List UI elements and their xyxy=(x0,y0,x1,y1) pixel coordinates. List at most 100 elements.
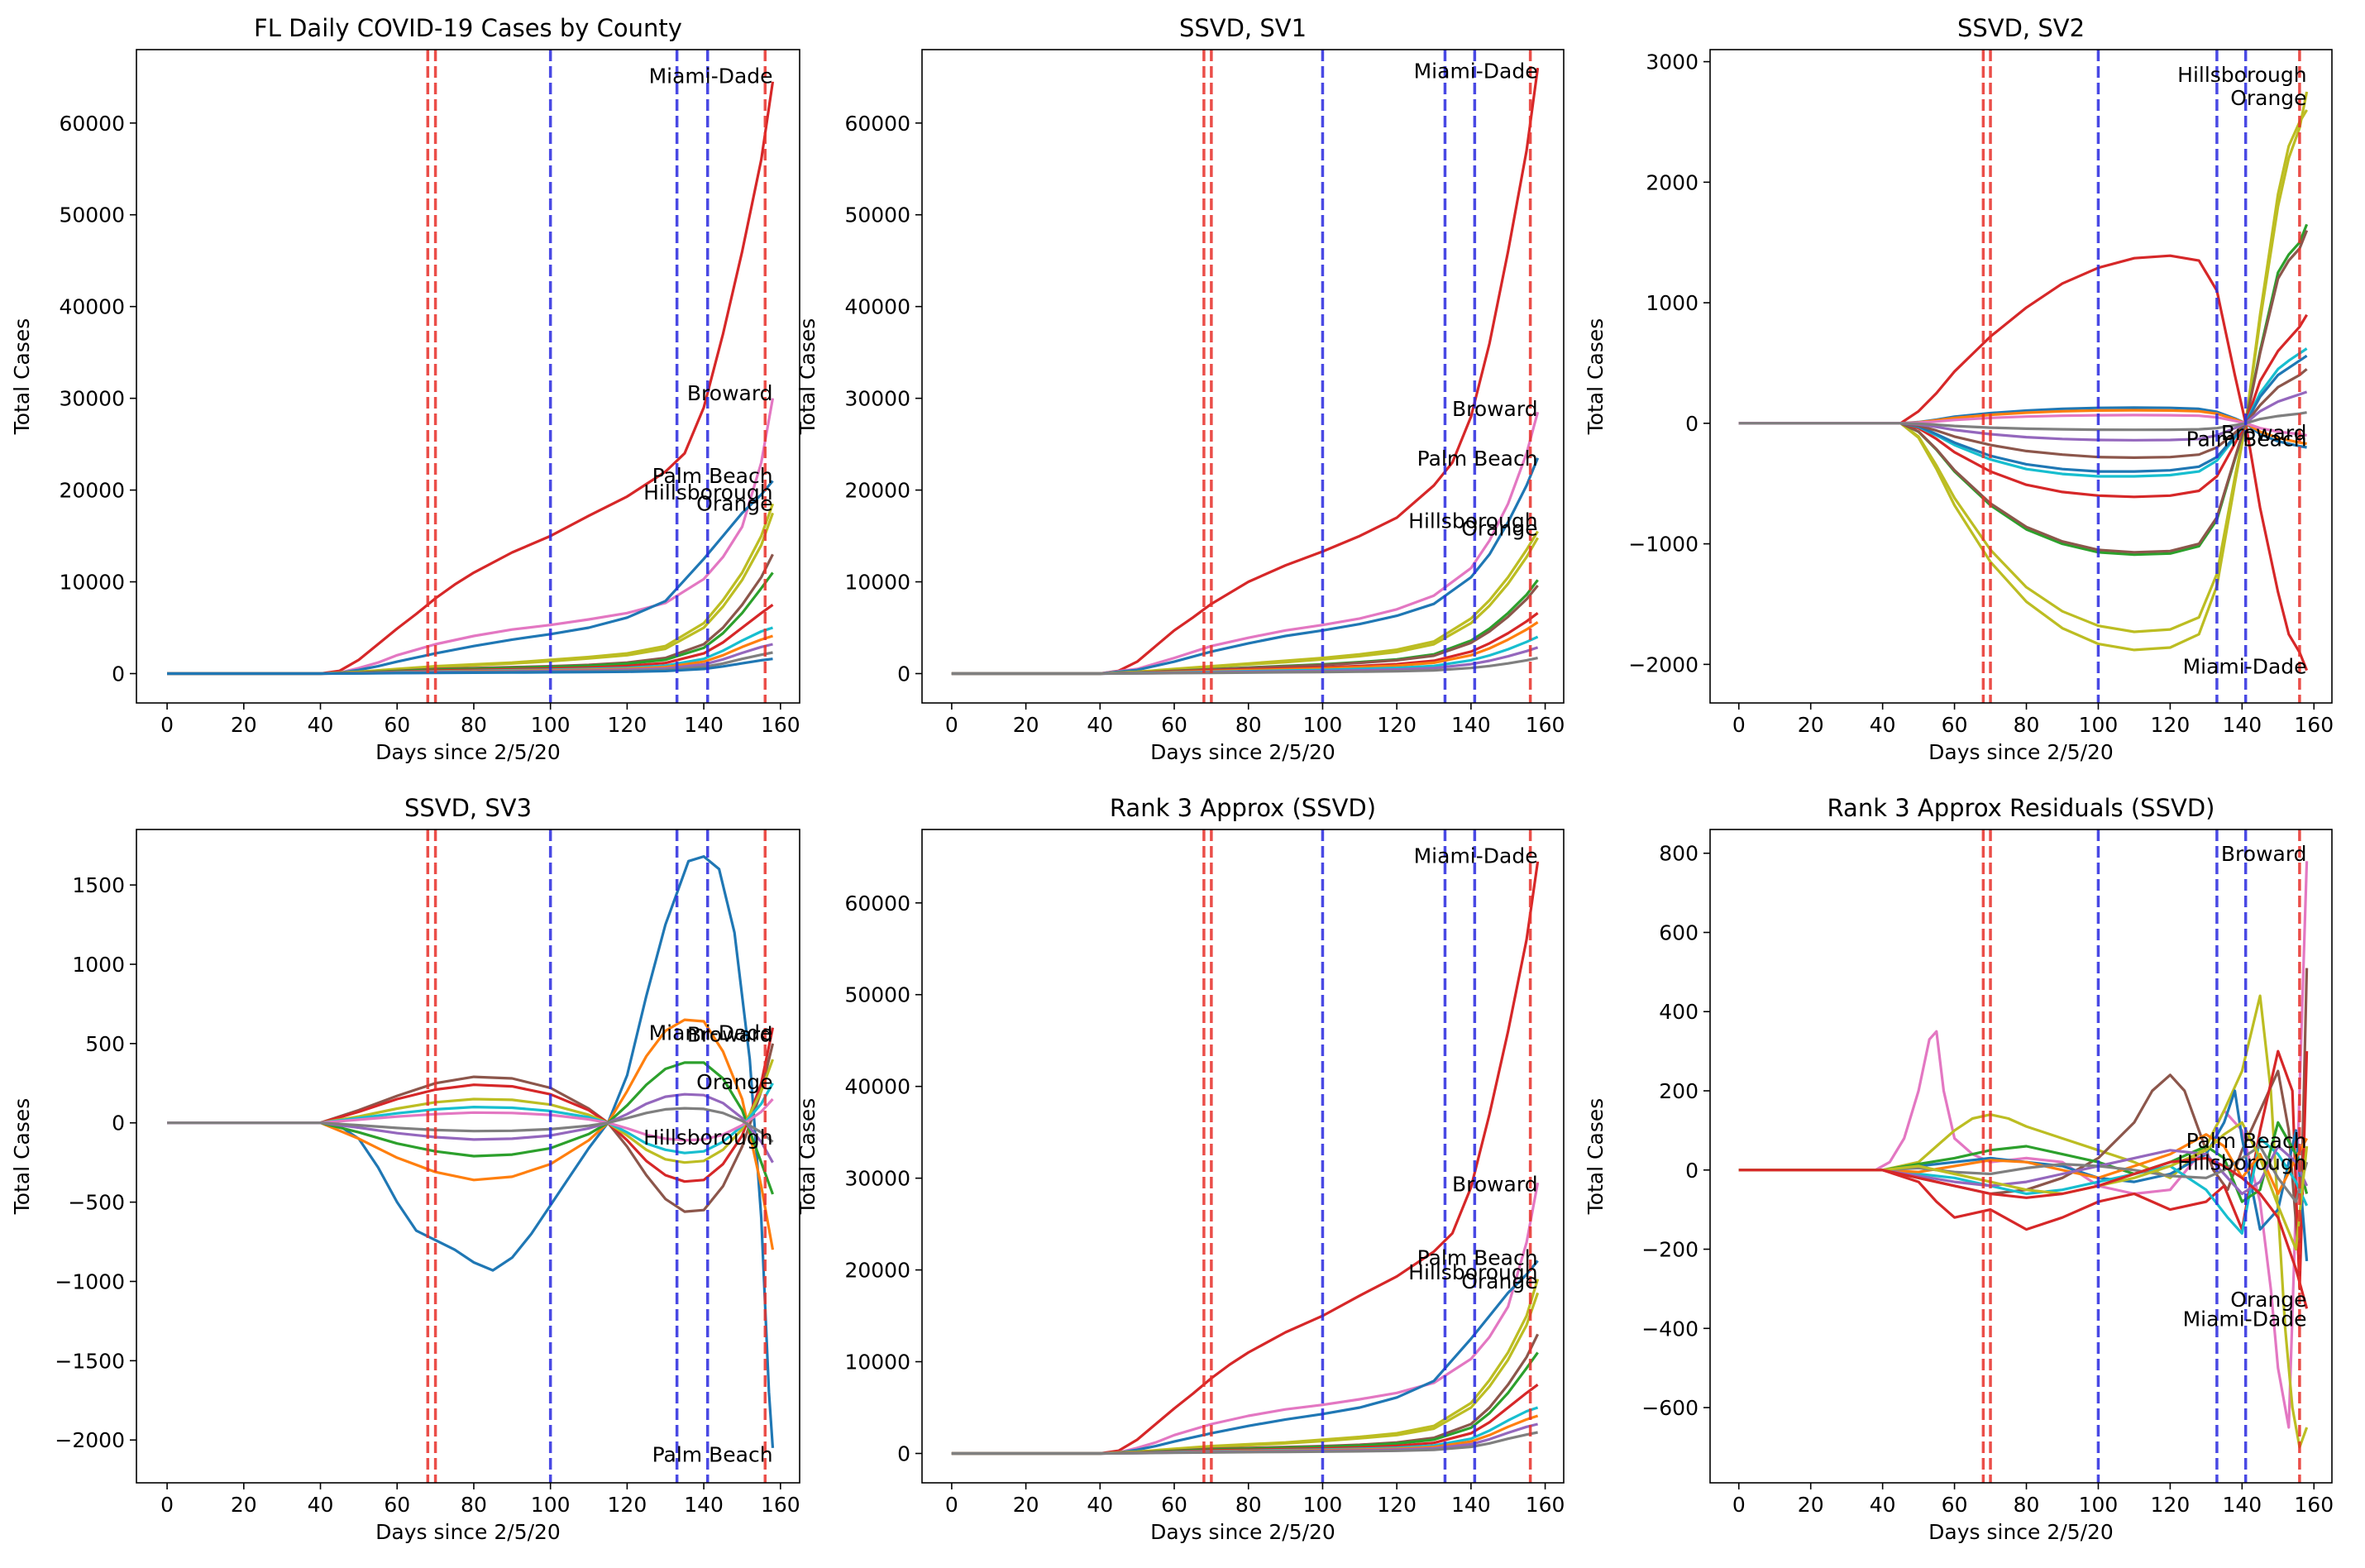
x-tick-label: 80 xyxy=(2014,713,2040,737)
chart-title: SSVD, SV1 xyxy=(1179,14,1307,42)
annotation-label: Broward xyxy=(2221,421,2307,445)
series-line-10 xyxy=(167,1107,774,1143)
chart-panel-2: 0 20 40 60 80 100 120 140 160 0 10000 20000 30000 400… xyxy=(796,14,1565,764)
series-line-3 xyxy=(1738,968,2309,1271)
series-line-8 xyxy=(1738,354,2308,473)
x-tick-label: 120 xyxy=(2151,713,2191,737)
y-tick-label: 60000 xyxy=(59,112,125,136)
y-tick-label: 50000 xyxy=(59,203,125,227)
annotation-label: Hillsborough xyxy=(643,1126,772,1150)
series-line-14 xyxy=(1738,411,2307,432)
series-line-4 xyxy=(167,1027,775,1183)
chart-title: SSVD, SV3 xyxy=(404,794,532,822)
x-tick-label: 20 xyxy=(1013,713,1039,737)
axes-frame xyxy=(921,829,1565,1484)
plot-area xyxy=(1738,829,2309,1483)
y-axis-label: Total Cases xyxy=(1584,318,1608,436)
y-tick-label: 0 xyxy=(1685,1159,1698,1183)
x-tick-label: 40 xyxy=(1087,713,1113,737)
chart-title: Rank 3 Approx Residuals (SSVD) xyxy=(1828,794,2215,822)
y-tick-label: 60000 xyxy=(844,112,910,136)
x-tick-label: 140 xyxy=(1451,1493,1491,1517)
series-line-1 xyxy=(1738,254,2309,672)
y-tick-label: −2000 xyxy=(55,1428,125,1452)
y-tick-label: 600 xyxy=(1659,920,1698,944)
x-tick-label: 60 xyxy=(1161,1493,1187,1517)
x-axis-label: Days since 2/5/20 xyxy=(1150,1520,1335,1544)
annotation-label: Broward xyxy=(2221,842,2307,866)
x-tick-label: 80 xyxy=(2014,1493,2040,1517)
x-tick-label: 80 xyxy=(1235,1493,1262,1517)
plot-area xyxy=(951,50,1540,703)
annotation-label: Miami-Dade xyxy=(1414,844,1538,868)
annotation-label: Miami-Dade xyxy=(2183,1307,2307,1331)
x-tick-label: 100 xyxy=(1303,713,1343,737)
annotation-label: Palm Beach xyxy=(652,1442,773,1466)
x-tick-label: 160 xyxy=(2294,713,2334,737)
x-tick-label: 0 xyxy=(1732,713,1746,737)
y-tick-label: 20000 xyxy=(844,1259,910,1283)
x-tick-label: 40 xyxy=(1870,713,1896,737)
series-line-1 xyxy=(167,855,775,1448)
y-tick-label: 2000 xyxy=(1646,170,1698,194)
annotation-label: Miami-Dade xyxy=(1414,60,1538,84)
x-tick-label: 140 xyxy=(1451,713,1491,737)
y-tick-label: 1000 xyxy=(72,953,125,977)
x-tick-label: 20 xyxy=(231,713,257,737)
chart-panel-6: 0 20 40 60 80 100 120 140 160 −600 −400 −200 0 200 400… xyxy=(1584,794,2334,1544)
series-line-11 xyxy=(1738,409,2307,446)
y-tick-label: 1500 xyxy=(72,873,125,897)
series-line-2 xyxy=(167,398,775,676)
y-tick-label: −1500 xyxy=(55,1349,125,1373)
y-axis-label: Total Cases xyxy=(10,1098,34,1216)
series-line-3 xyxy=(1738,91,2309,633)
x-tick-label: 160 xyxy=(761,713,800,737)
x-tick-label: 80 xyxy=(461,1493,487,1517)
series-line-12 xyxy=(1738,1156,2309,1309)
x-tick-label: 100 xyxy=(531,1493,571,1517)
annotation-label: Hillsborough xyxy=(2177,1151,2306,1175)
x-axis-label: Days since 2/5/20 xyxy=(1150,740,1335,764)
y-tick-label: 40000 xyxy=(844,295,910,319)
y-tick-label: −1000 xyxy=(55,1269,125,1293)
axes-frame xyxy=(1709,829,2333,1484)
x-axis-label: Days since 2/5/20 xyxy=(375,1520,561,1544)
chart-title: SSVD, SV2 xyxy=(1957,14,2085,42)
x-tick-label: 80 xyxy=(1235,713,1262,737)
series-line-13 xyxy=(1738,414,2307,437)
y-tick-label: −2000 xyxy=(1628,653,1698,676)
x-tick-label: 140 xyxy=(684,713,724,737)
series-line-11 xyxy=(1738,1121,2309,1251)
series-line-3 xyxy=(951,457,1540,676)
annotation-label: Broward xyxy=(1452,1173,1538,1197)
x-tick-label: 100 xyxy=(531,713,571,737)
annotation-label: Orange xyxy=(2230,86,2306,110)
series-line-13 xyxy=(167,657,773,676)
annotation-label: Orange xyxy=(1461,516,1537,540)
x-tick-label: 20 xyxy=(1798,713,1824,737)
y-tick-label: 20000 xyxy=(844,479,910,503)
y-tick-label: 0 xyxy=(897,1441,910,1465)
annotation-label: Miami-Dade xyxy=(649,1021,773,1045)
y-tick-label: 1000 xyxy=(1646,291,1698,315)
y-tick-label: 10000 xyxy=(844,571,910,595)
x-tick-label: 60 xyxy=(384,1493,410,1517)
annotation-label: Miami-Dade xyxy=(2183,655,2307,679)
series-line-3 xyxy=(951,1260,1539,1456)
y-tick-label: −1000 xyxy=(1628,533,1698,557)
chart-panel-4: 0 20 40 60 80 100 120 140 160 −2000 −1500 −1000 −500… xyxy=(10,794,800,1544)
y-axis-label: Total Cases xyxy=(796,318,819,436)
y-tick-label: 200 xyxy=(1659,1079,1698,1103)
x-tick-label: 60 xyxy=(1161,713,1187,737)
chart-panel-3: 0 20 40 60 80 100 120 140 160 −2000 −1000 0 1000 2000… xyxy=(1584,14,2334,764)
series-line-2 xyxy=(951,1182,1540,1456)
series-line-12 xyxy=(951,657,1538,676)
series-line-12 xyxy=(1738,390,2308,442)
series-line-4 xyxy=(1738,1049,2309,1290)
x-tick-label: 140 xyxy=(2222,1493,2262,1517)
x-tick-label: 140 xyxy=(2222,713,2262,737)
series-line-4 xyxy=(951,530,1539,676)
y-tick-label: 30000 xyxy=(844,1167,910,1191)
x-tick-label: 0 xyxy=(160,1493,174,1517)
